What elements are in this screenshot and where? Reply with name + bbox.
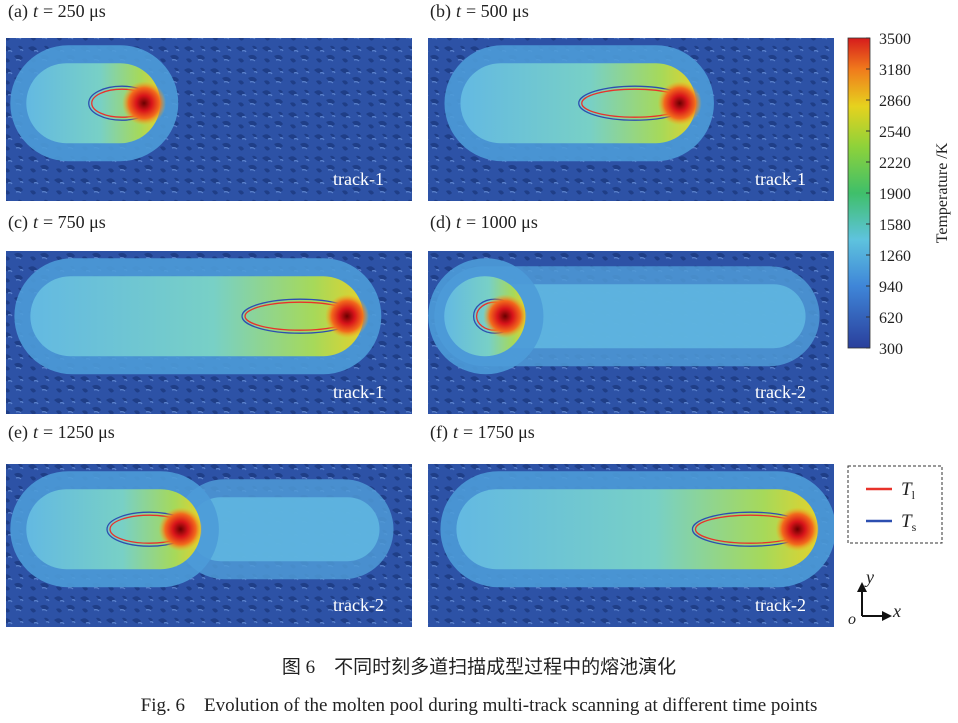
- track-label: track-1: [755, 169, 806, 189]
- panel-var: t: [453, 422, 459, 442]
- panel-var: t: [33, 422, 39, 442]
- panel: track-2 (d) t = 1000 μs: [428, 212, 834, 414]
- hot-spot: [122, 81, 167, 126]
- panel-time: = 750 μs: [43, 212, 106, 232]
- legend-symbol: T: [901, 511, 913, 532]
- legend-subscript: l: [912, 488, 916, 502]
- legend-label: Ts: [901, 511, 917, 534]
- panel-var: t: [456, 1, 462, 21]
- panel: track-1 (a) t = 250 μs: [6, 1, 412, 201]
- colorbar-tick-label: 300: [879, 341, 903, 358]
- track-label: track-2: [755, 382, 806, 402]
- axis-origin: o: [848, 611, 856, 628]
- panel-time: = 250 μs: [43, 1, 106, 21]
- caption-en: Fig. 6 Evolution of the molten pool duri…: [141, 695, 818, 716]
- heat-trail: [26, 63, 161, 144]
- colorbar-tick-label: 3500: [879, 31, 911, 48]
- panel-title: (d) t = 1000 μs: [430, 212, 538, 233]
- colorbar-title: Temperature /K: [934, 142, 951, 243]
- panel-title: (a) t = 250 μs: [8, 1, 106, 22]
- panel-title: (e) t = 1250 μs: [8, 422, 115, 443]
- legend-box: [847, 465, 943, 544]
- colorbar-tick-label: 940: [879, 279, 903, 296]
- panel-time: = 1250 μs: [43, 422, 115, 442]
- axes-indicator: y o x: [848, 567, 901, 628]
- panel-time: = 500 μs: [466, 1, 529, 21]
- panel: track-1 (c) t = 750 μs: [6, 212, 412, 414]
- panel: track-2 (f) t = 1750 μs: [428, 422, 834, 627]
- panel-label: (b): [430, 1, 451, 22]
- track-label: track-2: [755, 595, 806, 615]
- hot-spot: [325, 294, 370, 339]
- heat-trail: [456, 489, 818, 570]
- legend-label: Tl: [901, 479, 916, 502]
- colorbar-tick-label: 1260: [879, 248, 911, 265]
- caption-zh: 图 6 不同时刻多道扫描成型过程中的熔池演化: [282, 656, 676, 678]
- colorbar-tick-label: 2220: [879, 155, 911, 172]
- panel-time: = 1000 μs: [466, 212, 538, 232]
- heat-trail: [26, 489, 201, 570]
- panel-time: = 1750 μs: [463, 422, 535, 442]
- panel-title: (f) t = 1750 μs: [430, 422, 535, 443]
- hot-spot: [775, 507, 820, 552]
- panel-var: t: [33, 212, 39, 232]
- panel: track-2 (e) t = 1250 μs: [6, 422, 412, 627]
- panel-label: (a): [8, 1, 28, 22]
- axis-y: y: [864, 567, 874, 587]
- colorbar-tick-label: 2540: [879, 124, 911, 141]
- colorbar-tick-label: 1580: [879, 217, 911, 234]
- colorbar-tick-label: 1900: [879, 186, 911, 203]
- axis-x: x: [892, 601, 901, 621]
- panel-label: (e): [8, 422, 28, 443]
- hot-spot: [483, 294, 528, 339]
- panel-var: t: [33, 1, 39, 21]
- residual-heat: [188, 497, 380, 562]
- track-label: track-2: [333, 595, 384, 615]
- panel-var: t: [456, 212, 462, 232]
- hot-spot: [158, 507, 203, 552]
- track-label: track-1: [333, 169, 384, 189]
- legend-subscript: s: [912, 520, 917, 534]
- panel-title: (c) t = 750 μs: [8, 212, 106, 233]
- panel-label: (f): [430, 422, 448, 443]
- panel-label: (d): [430, 212, 451, 233]
- colorbar-tick-label: 3180: [879, 62, 911, 79]
- panel-label: (c): [8, 212, 28, 233]
- hot-spot: [657, 81, 702, 126]
- colorbar-tick-label: 620: [879, 310, 903, 327]
- legend-symbol: T: [901, 479, 913, 500]
- panel: track-1 (b) t = 500 μs: [428, 1, 834, 201]
- panel-title: (b) t = 500 μs: [430, 1, 529, 22]
- heat-trail: [30, 276, 364, 357]
- track-label: track-1: [333, 382, 384, 402]
- colorbar-tick-label: 2860: [879, 93, 911, 110]
